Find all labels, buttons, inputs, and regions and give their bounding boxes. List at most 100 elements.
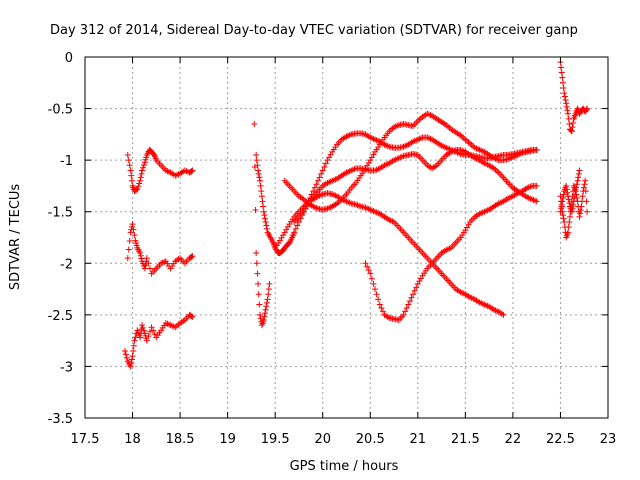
data-point	[281, 229, 288, 236]
data-point	[533, 182, 540, 189]
series-sat-f	[281, 110, 540, 213]
data-point	[362, 260, 369, 267]
data-point	[405, 301, 412, 308]
data-point	[565, 193, 572, 200]
data-point	[577, 206, 584, 213]
data-point	[130, 226, 137, 233]
data-point	[260, 208, 267, 215]
data-point	[189, 167, 196, 174]
data-point	[324, 157, 331, 164]
data-point	[379, 308, 386, 315]
data-point	[367, 270, 374, 277]
data-point	[560, 191, 567, 198]
data-point	[365, 267, 372, 274]
data-point	[280, 232, 287, 239]
data-point	[260, 317, 267, 324]
data-point	[559, 198, 566, 205]
data-point	[557, 208, 564, 215]
data-point	[140, 327, 147, 334]
data-point	[262, 215, 269, 222]
x-tick-labels: 17.5 18 18.5 19 19.5 20 20.5 21 21.5 22 22.5 23	[71, 432, 617, 447]
data-point	[465, 221, 472, 228]
data-point	[145, 260, 152, 267]
data-point	[257, 315, 264, 322]
data-point	[313, 181, 320, 188]
data-point	[128, 359, 135, 366]
data-point	[265, 291, 272, 298]
data-point	[256, 177, 263, 184]
data-point	[141, 265, 148, 272]
data-point	[561, 219, 568, 226]
data-point	[253, 151, 260, 158]
data-point	[263, 222, 270, 229]
data-point	[265, 286, 272, 293]
data-point	[131, 337, 138, 344]
data-point	[402, 308, 409, 315]
series-sat-a-middle	[124, 221, 196, 277]
data-point	[364, 263, 371, 270]
y-tick-label: -3.5	[48, 412, 73, 427]
x-tick-label: 20.5	[356, 432, 385, 447]
data-point	[129, 353, 136, 360]
data-point	[403, 304, 410, 311]
data-point	[256, 301, 263, 308]
x-axis-title: GPS time / hours	[290, 459, 399, 474]
data-point	[582, 177, 589, 184]
data-point	[569, 124, 576, 131]
data-point	[278, 234, 285, 241]
x-tick-label: 20	[314, 432, 331, 447]
data-point	[376, 301, 383, 308]
x-tick-label: 17.5	[71, 432, 100, 447]
data-point	[406, 298, 413, 305]
data-point	[560, 84, 567, 91]
data-point	[128, 172, 135, 179]
data-point	[130, 342, 137, 349]
data-point	[146, 328, 153, 335]
series-sat-g	[557, 59, 591, 135]
data-point	[322, 160, 329, 167]
data-point	[571, 194, 578, 201]
data-point	[251, 164, 258, 171]
data-point	[533, 198, 540, 205]
data-point	[145, 333, 152, 340]
data-point	[566, 219, 573, 226]
data-point	[578, 203, 585, 210]
data-point	[260, 203, 267, 210]
data-point	[378, 304, 385, 311]
series-sat-e	[291, 146, 540, 226]
data-point	[558, 69, 565, 76]
data-point	[122, 351, 129, 358]
data-point	[139, 322, 146, 329]
data-point	[283, 226, 290, 233]
data-point	[368, 154, 375, 161]
data-point	[564, 189, 571, 196]
data-point	[261, 212, 268, 219]
x-tick-label: 23	[600, 432, 617, 447]
data-point	[467, 140, 474, 147]
data-point	[365, 159, 372, 166]
data-point	[138, 255, 145, 262]
data-point	[137, 252, 144, 259]
data-point	[572, 191, 579, 198]
data-point	[252, 206, 259, 213]
data-point	[565, 196, 572, 203]
data-point	[416, 278, 423, 285]
data-point	[321, 164, 328, 171]
data-point	[375, 296, 382, 303]
data-point	[262, 310, 269, 317]
data-point	[561, 93, 568, 100]
data-point	[573, 184, 580, 191]
y-tick-label: -3	[60, 360, 73, 375]
data-point	[387, 126, 394, 133]
data-point	[294, 222, 301, 229]
data-point	[137, 177, 144, 184]
series-sat-i	[557, 167, 583, 215]
x-tick-label: 18	[124, 432, 141, 447]
data-point	[563, 182, 570, 189]
data-point	[326, 154, 333, 161]
data-point	[562, 96, 569, 103]
data-point	[255, 291, 262, 298]
x-tick-label: 19	[219, 432, 236, 447]
data-point	[460, 135, 467, 142]
